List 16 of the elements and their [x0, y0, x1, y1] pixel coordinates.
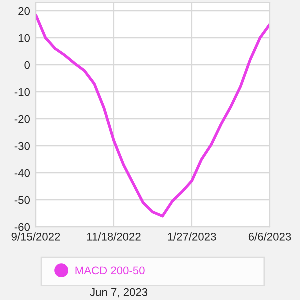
x-tick-label: 1/27/2023 [168, 232, 216, 241]
line-series [36, 14, 270, 218]
y-tick-label: -60 [14, 223, 30, 232]
text: Jun 7, 2023 [90, 288, 148, 298]
y-tick-label: 0 [24, 61, 30, 70]
legend-label: MACD 200-50 [76, 266, 145, 275]
y-tick-label: -20 [14, 115, 30, 124]
y-tick-label: -40 [14, 169, 30, 178]
y-tick-label: -50 [14, 196, 30, 204]
y-tick-label: 10 [18, 34, 30, 42]
x-tick-label: 11/18/2022 [87, 232, 141, 241]
x-tick-label: 9/15/2022 [12, 232, 60, 241]
y-tick-label: 20 [18, 7, 30, 16]
x-tick-label: 6/6/2023 [248, 232, 292, 241]
y-tick-label: -30 [14, 142, 30, 150]
y-tick-label: -10 [14, 88, 30, 96]
